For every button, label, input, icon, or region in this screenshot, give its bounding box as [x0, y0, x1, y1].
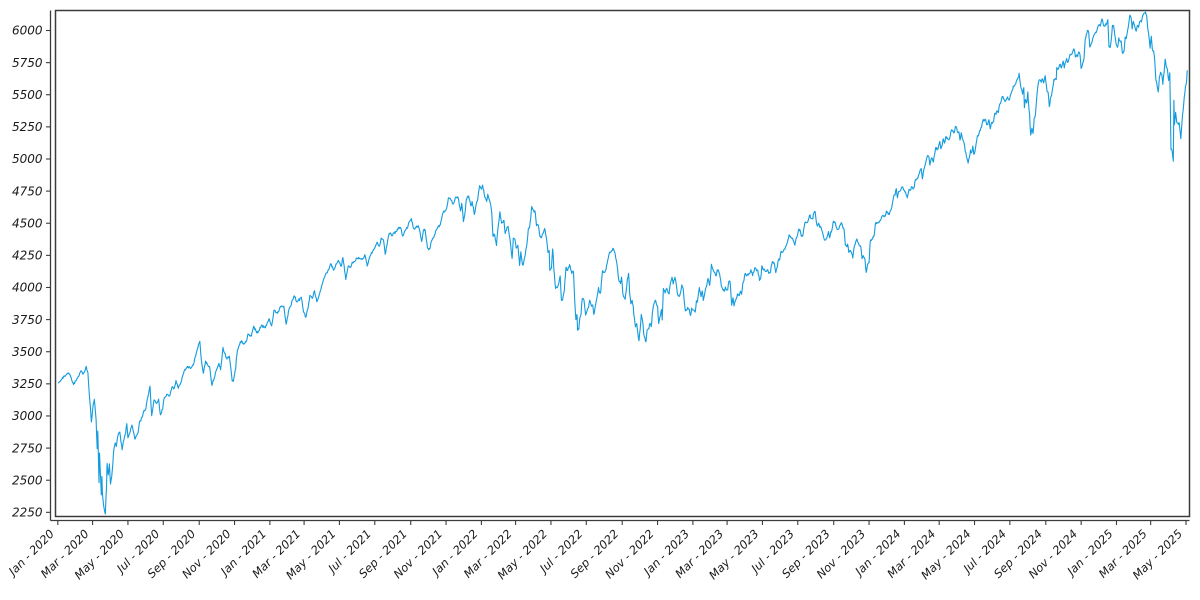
y-tick-label: 5250	[12, 120, 43, 134]
y-tick-label: 3000	[12, 409, 43, 423]
y-tick-label: 2750	[12, 441, 43, 455]
y-tick-label: 5000	[12, 152, 43, 166]
y-tick-label: 4750	[12, 184, 43, 198]
y-tick-label: 3500	[12, 345, 43, 359]
y-tick-label: 4000	[12, 281, 43, 295]
y-tick-label: 4250	[12, 249, 43, 263]
y-tick-label: 2500	[12, 473, 43, 487]
plot-frame	[54, 9, 1191, 518]
y-tick-label: 5750	[12, 56, 43, 70]
y-tick-label: 3250	[12, 377, 43, 391]
y-tick-label: 6000	[12, 24, 43, 38]
series-line	[57, 11, 1188, 515]
y-tick-label: 3750	[12, 313, 43, 327]
y-axis: 2250 2500 2750 3000 3250 3500 3750 4000 4250 4500…	[12, 24, 51, 520]
y-tick-label: 5500	[12, 88, 43, 102]
y-tick-label: 4500	[12, 216, 43, 230]
y-tick-label: 2250	[12, 506, 43, 520]
